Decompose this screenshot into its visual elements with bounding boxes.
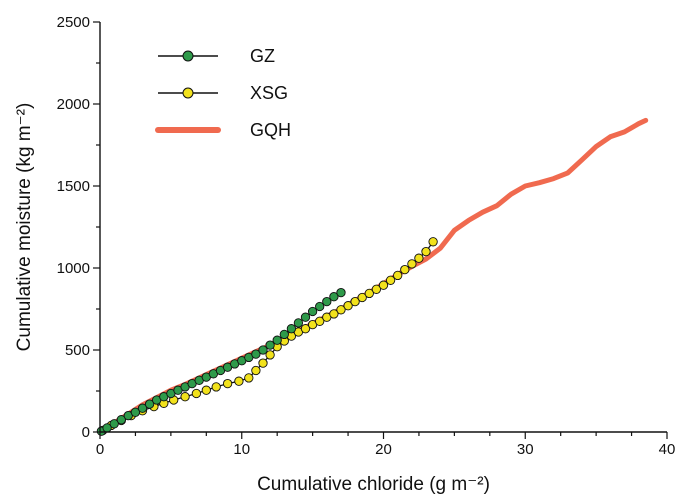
legend-label-gz: GZ [250, 46, 275, 66]
data-point-xsg [222, 378, 233, 389]
data-point-xsg [400, 264, 410, 275]
y-tick-label: 2500 [57, 14, 90, 31]
x-tick-label: 10 [233, 441, 250, 458]
legend: GZ XSG GQH [155, 46, 291, 140]
x-tick-label: 30 [517, 441, 534, 458]
data-point-xsg [211, 382, 221, 392]
data-point-xsg [201, 385, 211, 395]
x-axis-title: Cumulative chloride (g m⁻²) [257, 474, 490, 494]
data-point-xsg [385, 275, 396, 285]
data-point-xsg [300, 324, 311, 334]
legend-entry-gqh: GQH [155, 120, 291, 140]
data-point-xsg [393, 270, 403, 281]
data-point-xsg [428, 237, 438, 247]
data-point-xsg [191, 388, 202, 399]
legend-label-xsg: XSG [250, 83, 288, 103]
data-point-xsg [234, 376, 244, 386]
y-tick-label: 1000 [57, 260, 90, 277]
data-point-gz [272, 335, 282, 345]
legend-label-gqh: GQH [250, 120, 291, 140]
data-point-xsg [421, 246, 431, 257]
data-point-gz [307, 306, 318, 317]
data-point-gz [293, 318, 304, 328]
data-point-gz [258, 345, 268, 355]
y-ticks: 0 500 1000 1500 2000 2500 [57, 14, 100, 441]
data-point-xsg [180, 392, 190, 402]
data-point-gz [130, 407, 141, 417]
data-point-xsg [258, 358, 268, 368]
data-point-xsg [407, 259, 417, 269]
plot-area [96, 117, 649, 436]
data-point-gz [144, 399, 155, 409]
data-point-gz [137, 403, 148, 413]
y-tick-label: 2000 [57, 96, 90, 113]
data-point-gz [116, 415, 126, 425]
data-point-xsg [357, 292, 367, 303]
x-tick-label: 40 [659, 441, 676, 458]
data-point-gz [265, 340, 275, 350]
data-point-gz [329, 292, 339, 302]
y-axis-title: Cumulative moisture (kg m⁻²) [14, 103, 35, 352]
legend-entry-gz: GZ [158, 46, 275, 66]
data-point-xsg [336, 305, 346, 315]
data-point-xsg [244, 373, 254, 383]
data-point-xsg [414, 253, 424, 263]
x-tick-label: 20 [375, 441, 392, 458]
legend-entry-xsg: XSG [158, 83, 288, 103]
legend-marker-xsg [182, 87, 194, 99]
data-point-xsg [371, 284, 382, 294]
legend-marker-gz [182, 50, 194, 62]
axes: 0 500 1000 1500 2000 2500 0 10 20 30 40 [57, 14, 676, 458]
data-point-gz [300, 312, 311, 322]
data-point-xsg [265, 350, 275, 360]
data-point-xsg [329, 309, 339, 319]
x-tick-label: 0 [96, 441, 104, 458]
data-point-xsg [364, 288, 374, 299]
data-point-gz [315, 301, 325, 312]
data-point-xsg [315, 316, 325, 326]
data-point-xsg [350, 296, 360, 307]
data-point-gz [336, 287, 346, 298]
y-tick-label: 0 [82, 424, 90, 441]
y-tick-label: 500 [65, 342, 90, 359]
data-point-gz [286, 324, 297, 334]
data-point-gz [322, 296, 332, 307]
x-ticks: 0 10 20 30 40 [96, 432, 676, 458]
data-point-gz [279, 329, 289, 340]
data-point-xsg [378, 280, 389, 290]
data-point-gz [109, 419, 119, 429]
data-point-gz [251, 349, 261, 359]
data-point-xsg [251, 365, 261, 376]
data-point-xsg [343, 301, 353, 311]
y-tick-label: 1500 [57, 178, 90, 195]
